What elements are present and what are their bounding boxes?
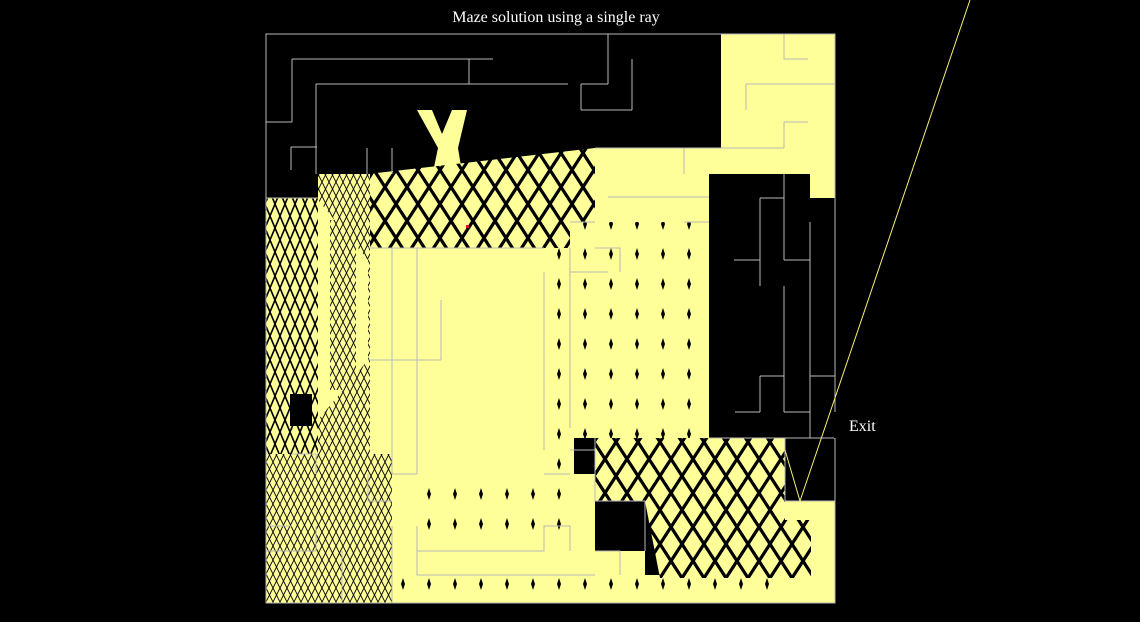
maze-walls bbox=[265, 33, 836, 604]
maze bbox=[265, 33, 836, 604]
figure-title: Maze solution using a single ray bbox=[452, 9, 660, 26]
exit-ray bbox=[799, 0, 971, 502]
illuminated-region bbox=[266, 34, 835, 603]
exit-label: Exit bbox=[849, 418, 876, 435]
start-marker bbox=[466, 225, 469, 228]
exit-ray-segment bbox=[784, 449, 801, 502]
